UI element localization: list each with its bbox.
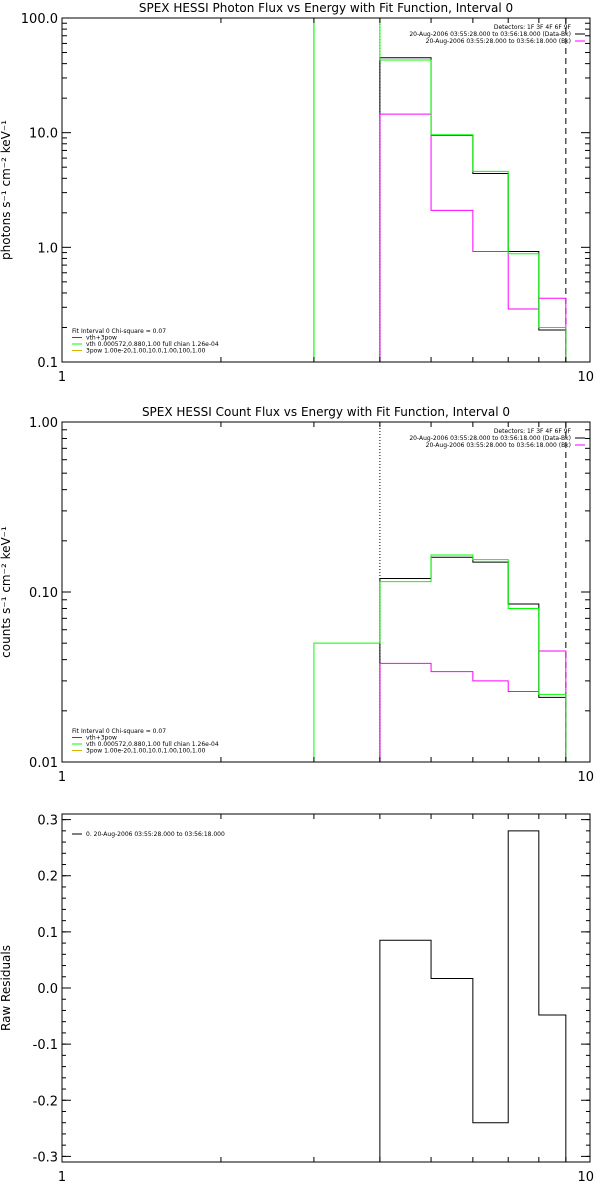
legend-left-entry: vth 0.000572,0.880,1.00 full chian 1.26e… <box>86 341 219 348</box>
legend-left-entry: 0. 20-Aug-2006 03:55:28.000 to 03:56:18.… <box>86 831 225 838</box>
legend-right-entry: 20-Aug-2006 03:55:28.000 to 03:56:18.000… <box>409 435 571 442</box>
y-tick-label: 0.1 <box>37 356 58 371</box>
y-tick-label: 100.0 <box>21 12 58 27</box>
chart-title: SPEX HESSI Count Flux vs Energy with Fit… <box>142 405 510 419</box>
plot-frame <box>61 813 591 1163</box>
y-axis-label: Raw Residuals <box>0 945 13 1031</box>
x-tick-label: 1 <box>58 370 66 385</box>
series-bk <box>379 650 567 762</box>
x-tick-label: 10 <box>577 370 594 385</box>
x-tick-label: 10 <box>577 1170 594 1185</box>
y-tick-label: 0.3 <box>37 814 58 829</box>
y-tick-label: -0.1 <box>33 1038 58 1053</box>
y-tick-label: 0.10 <box>29 586 58 601</box>
plot-area <box>313 422 567 762</box>
chart-panel-0: SPEX HESSI Photon Flux vs Energy with Fi… <box>0 1 594 385</box>
legend-left-entry: 3pow 1.00e-20,1.00,10.0,1.00,100,1.00 <box>86 748 206 755</box>
y-tick-label: 0.2 <box>37 870 58 885</box>
legend-right-entry: Detectors: 1F 3F 4F 6F 9F <box>494 428 572 435</box>
x-tick-label: 10 <box>577 770 594 785</box>
y-tick-label: 1.0 <box>37 241 58 256</box>
y-tick-label: 1.00 <box>29 416 58 431</box>
plot-area <box>379 830 567 1162</box>
y-tick-label: 0.1 <box>37 926 58 941</box>
y-axis-label: counts s⁻¹ cm⁻² keV⁻¹ <box>0 526 13 658</box>
x-tick-label: 1 <box>58 770 66 785</box>
chart-title: SPEX HESSI Photon Flux vs Energy with Fi… <box>139 1 513 15</box>
plot-area <box>313 18 567 362</box>
y-tick-label: -0.3 <box>33 1150 58 1165</box>
legend-right-entry: Detectors: 1F 3F 4F 6F 9F <box>494 24 572 31</box>
series-bk <box>379 113 567 362</box>
series-data-bk <box>379 57 567 362</box>
legend-left-entry: Fit Interval 0 Chi-square = 0.07 <box>72 328 166 335</box>
legend-left-entry: 3pow 1.00e-20,1.00,10.0,1.00,100,1.00 <box>86 348 206 355</box>
y-tick-label: 10.0 <box>29 127 58 142</box>
y-tick-label: -0.2 <box>33 1094 58 1109</box>
legend-left-entry: Fit Interval 0 Chi-square = 0.07 <box>72 728 166 735</box>
chart-panel-2: 1 10 -0.3 -0.2 -0.1 0.0 0.1 0.2 0.3 Raw Residuals… <box>0 813 594 1185</box>
series-vth-3pow <box>313 554 567 762</box>
legend-left-entry: vth 0.000572,0.880,1.00 full chian 1.26e… <box>86 741 219 748</box>
series-data-bk <box>379 556 567 762</box>
legend-left-entry: vth+3pow <box>86 735 117 742</box>
plot-frame <box>61 421 591 763</box>
legend-right-entry: 20-Aug-2006 03:55:28.000 to 03:56:18.000… <box>426 442 571 449</box>
y-axis-label: photons s⁻¹ cm⁻² keV⁻¹ <box>0 120 13 260</box>
series-vth-3pow <box>313 18 567 362</box>
legend-right-entry: 20-Aug-2006 03:55:28.000 to 03:56:18.000… <box>426 38 571 45</box>
x-tick-label: 1 <box>58 1170 66 1185</box>
series-residuals <box>379 830 567 1162</box>
legend-right-entry: 20-Aug-2006 03:55:28.000 to 03:56:18.000… <box>409 31 571 38</box>
y-tick-label: 0.0 <box>37 982 58 997</box>
plot-frame <box>61 17 591 363</box>
legend-left-entry: vth+3pow <box>86 335 117 342</box>
chart-panel-1: SPEX HESSI Count Flux vs Energy with Fit… <box>0 405 594 785</box>
y-tick-label: 0.01 <box>29 756 58 771</box>
